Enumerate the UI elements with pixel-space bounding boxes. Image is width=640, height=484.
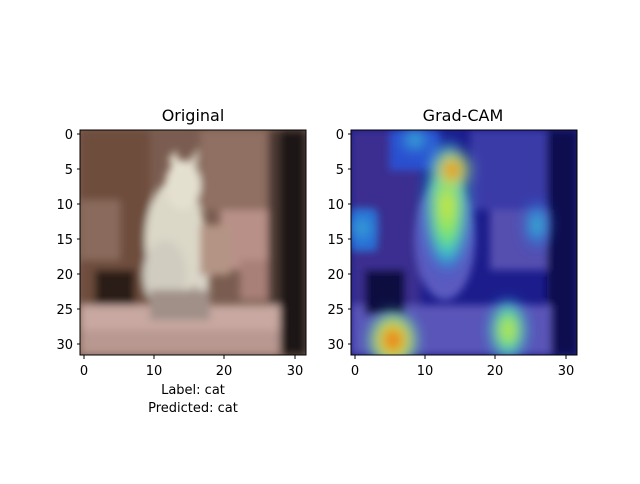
original-x-tick: 30: [287, 364, 304, 379]
gradcam-y-tick: 20: [327, 268, 344, 283]
gradcam-title: Grad-CAM: [423, 106, 504, 125]
predicted-label-text: Predicted: cat: [148, 401, 238, 416]
gradcam-y-tick: 30: [327, 338, 344, 353]
true-label-text: Label: cat: [161, 383, 225, 398]
gradcam-y-tick: 25: [327, 303, 344, 318]
original-x-tick: 20: [216, 364, 233, 379]
original-image: [80, 130, 306, 355]
gradcam-y-tick: 0: [336, 128, 344, 143]
original-y-tick: 0: [65, 128, 73, 143]
original-y-tick: 20: [56, 268, 73, 283]
gradcam-panel: Grad-CAM: [327, 106, 578, 379]
original-y-tick: 5: [65, 163, 73, 178]
original-title: Original: [162, 106, 225, 125]
gradcam-x-tick: 20: [487, 364, 504, 379]
original-y-tick: 25: [56, 303, 73, 318]
original-axes-frame: [79, 129, 307, 356]
original-x-tick: 10: [146, 364, 163, 379]
gradcam-y-axis: 0 5 10 15 20 25 30: [327, 128, 351, 353]
original-xlabel: Label: cat Predicted: cat: [148, 383, 238, 416]
gradcam-x-tick: 10: [417, 364, 434, 379]
gradcam-x-axis: 0 10 20 30: [351, 355, 574, 379]
gradcam-image: [351, 130, 577, 355]
original-y-axis: 0 5 10 15 20 25 30: [56, 128, 80, 353]
gradcam-y-tick: 5: [336, 163, 344, 178]
original-y-tick: 30: [56, 338, 73, 353]
original-y-tick: 10: [56, 198, 73, 213]
original-y-tick: 15: [56, 233, 73, 248]
gradcam-y-tick: 10: [327, 198, 344, 213]
original-panel: Original: [56, 106, 307, 416]
gradcam-x-tick: 0: [351, 364, 359, 379]
gradcam-y-tick: 15: [327, 233, 344, 248]
original-x-tick: 0: [80, 364, 88, 379]
original-x-axis: 0 10 20 30: [80, 355, 303, 379]
gradcam-axes-frame: [350, 129, 578, 356]
gradcam-x-tick: 30: [558, 364, 575, 379]
